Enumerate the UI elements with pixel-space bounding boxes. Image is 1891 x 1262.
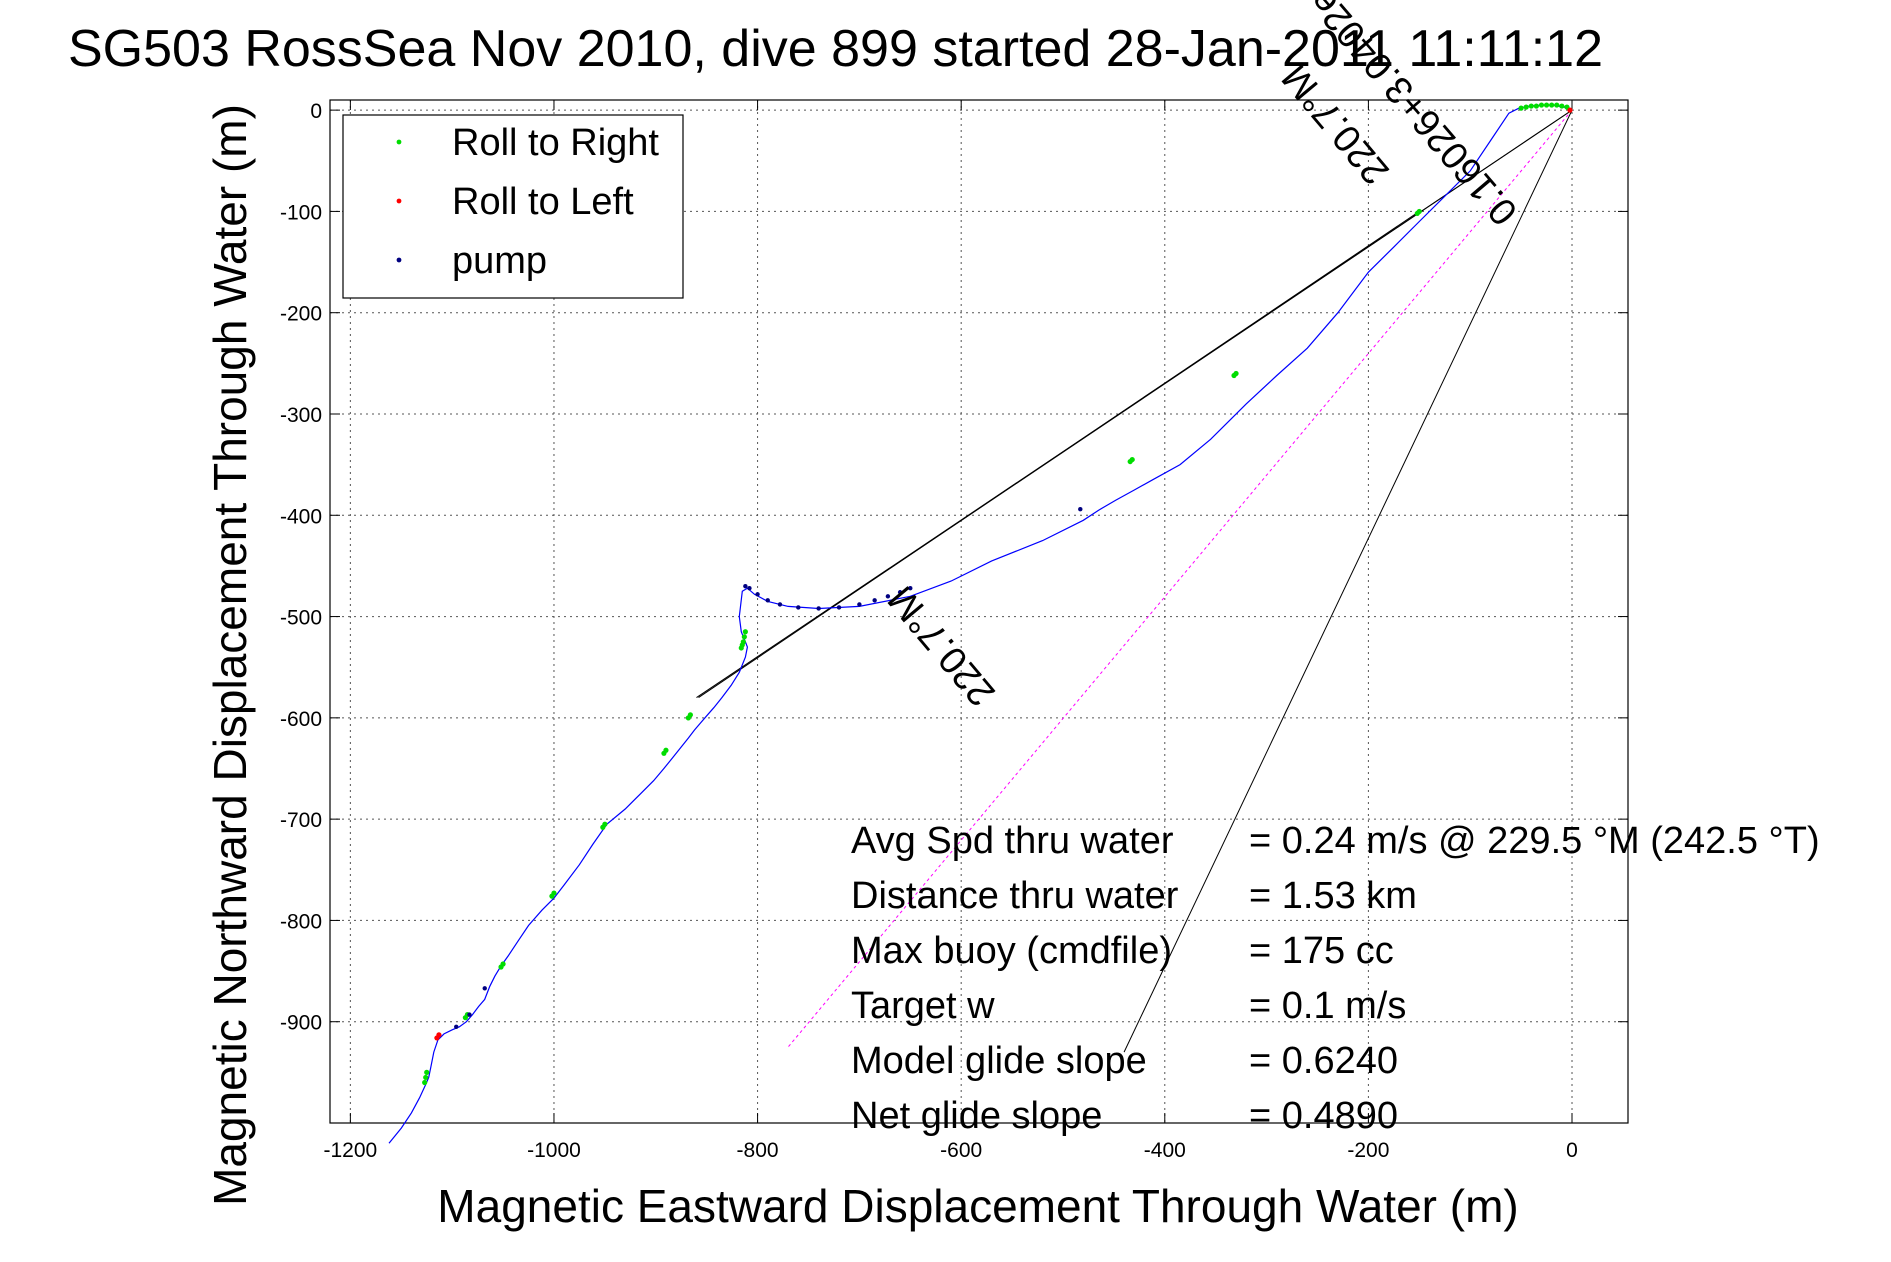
pump-point [857, 602, 862, 607]
pump-point [747, 586, 752, 591]
pump-point [897, 590, 903, 595]
x-tick-label: -200 [1347, 1139, 1389, 1162]
pump-point [816, 606, 821, 611]
y-tick-label: -900 [280, 1012, 322, 1035]
stat-value: = 0.24 m/s @ 229.5 °M (242.5 °T) [1249, 820, 1820, 862]
roll-right-point [741, 634, 747, 640]
roll-right-point [1528, 103, 1534, 109]
legend-marker [396, 257, 402, 263]
x-tick-label: -600 [940, 1139, 982, 1162]
legend-label: pump [452, 240, 547, 282]
roll-right-point [661, 750, 667, 756]
x-tick-label: 0 [1566, 1139, 1578, 1162]
grid-lines [330, 100, 1628, 1123]
pump-point [777, 602, 783, 607]
pump-point [743, 583, 748, 589]
stat-label: Avg Spd thru water [851, 820, 1174, 862]
x-tick-label: -800 [737, 1139, 779, 1162]
roll-right-point [1518, 105, 1524, 111]
pump-point [796, 605, 801, 610]
roll-right-point [1538, 102, 1545, 108]
y-tick-label: 0 [310, 100, 322, 123]
y-tick-label: -200 [280, 303, 322, 326]
pump-point [885, 594, 891, 599]
roll-right-point [738, 645, 744, 651]
x-axis-label: Magnetic Eastward Displacement Through W… [437, 1180, 1518, 1232]
legend-items: Roll to Right Roll to Left pump [396, 122, 659, 282]
roll-right-point [1127, 458, 1133, 465]
stat-value: = 0.6240 [1249, 1040, 1398, 1082]
roll-right-point [1414, 210, 1420, 217]
roll-right-point [685, 715, 691, 721]
stat-label: Distance thru water [851, 875, 1179, 917]
roll-left-point [434, 1035, 440, 1041]
roll-right-point [1559, 103, 1565, 109]
roll-right-point [742, 629, 748, 635]
track-markers [422, 102, 1573, 1086]
x-tick-label: -1200 [324, 1139, 378, 1162]
pump-point [765, 598, 770, 603]
roll-right-point [1533, 103, 1539, 109]
x-tick-label: -1000 [527, 1139, 581, 1162]
pump-point [482, 986, 487, 991]
pump-point [467, 1012, 472, 1017]
y-tick-label: -300 [280, 404, 322, 427]
pump-point [836, 605, 842, 610]
roll-right-point [498, 964, 504, 970]
y-axis: 0 -100 -200 -300 -400 -500 -600 -700 -800 -900 [280, 100, 1628, 1035]
roll-right-point [424, 1069, 430, 1075]
dive-track [388, 104, 1573, 1144]
stat-label: Target w [851, 985, 995, 1027]
reference-line [698, 211, 1420, 699]
pump-point [908, 586, 913, 591]
roll-right-point [1554, 102, 1560, 108]
roll-right-point [1231, 372, 1237, 379]
stat-value: = 1.53 km [1249, 875, 1417, 917]
roll-right-point [423, 1074, 429, 1081]
pump-point [755, 592, 760, 597]
stat-label: Net glide slope [851, 1095, 1102, 1137]
reference-line [1123, 109, 1573, 1053]
reference-lines [696, 109, 1573, 1053]
legend: Roll to Right Roll to Left pump [342, 114, 684, 299]
roll-right-point [1549, 102, 1555, 108]
legend-label: Roll to Left [452, 181, 634, 223]
x-tick-label: -400 [1144, 1139, 1186, 1162]
dive-track-line [388, 104, 1573, 1144]
stat-value: = 0.4890 [1249, 1095, 1398, 1137]
y-tick-label: -100 [280, 201, 322, 224]
y-tick-label: -800 [280, 910, 322, 933]
chart-title: SG503 RossSea Nov 2010, dive 899 started… [68, 20, 1603, 78]
pump-point [454, 1024, 459, 1029]
roll-right-point [1543, 102, 1550, 108]
legend-marker [396, 198, 402, 204]
y-tick-label: -400 [280, 505, 322, 528]
stat-value: = 0.1 m/s [1249, 985, 1406, 1027]
roll-right-point [1523, 104, 1529, 110]
roll-right-point [422, 1079, 428, 1086]
pump-point [872, 598, 877, 603]
legend-label: Roll to Right [452, 122, 659, 164]
stats-block: Avg Spd thru water = 0.24 m/s @ 229.5 °M … [851, 820, 1820, 1137]
x-axis: -1200 -1000 -800 -600 -400 -200 0 [324, 100, 1578, 1162]
y-tick-label: -700 [280, 809, 322, 832]
stat-value: = 175 cc [1249, 930, 1394, 972]
y-tick-label: -500 [280, 607, 322, 630]
stat-label: Model glide slope [851, 1040, 1147, 1082]
legend-box [342, 114, 684, 299]
pump-point [1078, 507, 1083, 512]
stat-label: Max buoy (cmdfile) [851, 930, 1172, 972]
legend-marker [396, 139, 402, 145]
plot-area-frame [329, 99, 1629, 1124]
roll-left-point [1567, 107, 1573, 113]
roll-right-point [549, 893, 555, 899]
heading-annotation: 220.7°M [880, 578, 1003, 714]
roll-right-point [600, 824, 606, 830]
y-axis-label: Magnetic Northward Displacement Through … [204, 104, 256, 1206]
roll-right-point [462, 1015, 468, 1021]
y-tick-label: -600 [280, 708, 322, 731]
